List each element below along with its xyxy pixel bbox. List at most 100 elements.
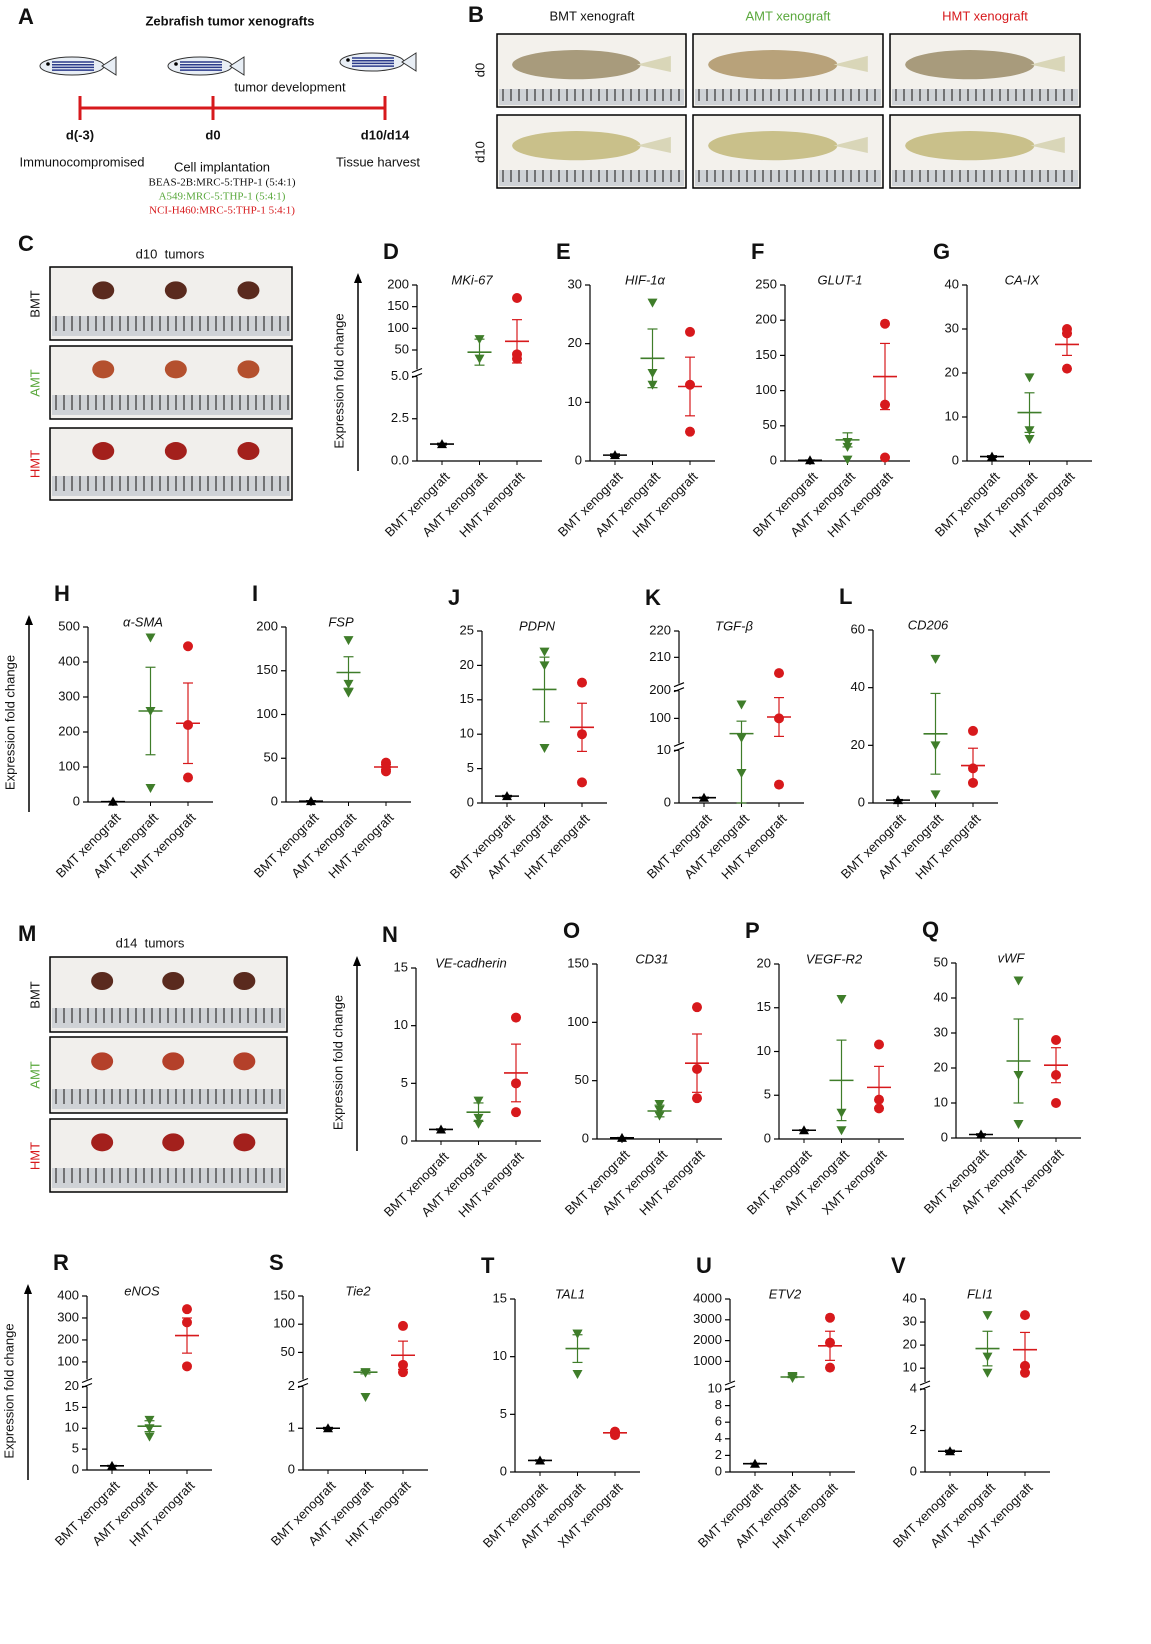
x-tick-label: AMT xenograft	[484, 811, 555, 882]
y-tick-label: 250	[755, 276, 777, 291]
y-tick-label: 200	[58, 723, 80, 738]
x-tick-label: AMT xenograft	[732, 1480, 803, 1551]
y-tick-label: 400	[57, 1287, 79, 1302]
panel-title: d10 tumors	[136, 246, 205, 261]
axis-break	[411, 372, 423, 379]
axis-break	[673, 746, 685, 752]
x-tick-label: AMT xenograft	[787, 469, 858, 540]
event: Tissue harvest	[336, 154, 420, 169]
x-tick-label: AMT xenograft	[418, 1149, 489, 1220]
data-point	[685, 426, 695, 437]
cell-mix: A549:MRC-5:THP-1 (5:4:1)	[159, 191, 286, 203]
y-tick-label: 15	[394, 959, 408, 974]
x-tick-label: HMT xenograft	[127, 810, 199, 882]
data-point	[182, 1304, 192, 1315]
chart-title: FSP	[328, 614, 354, 629]
panel-title: Zebrafish tumor xenografts	[145, 13, 314, 28]
y-tick-label: 3000	[693, 1311, 722, 1326]
x-tick-label: BMT xenograft	[838, 811, 909, 882]
data-point	[930, 790, 941, 800]
x-tick-label: HMT xenograft	[325, 810, 397, 882]
fish-photo	[512, 50, 641, 80]
x-tick-label: AMT xenograft	[305, 1478, 376, 1549]
y-tick-label: 0	[858, 794, 865, 809]
data-point	[144, 1432, 155, 1442]
x-tick-label: XMT xenograft	[555, 1480, 626, 1551]
y-tick-label: 150	[273, 1287, 295, 1302]
y-tick-label: 10	[568, 394, 582, 409]
data-point	[1062, 363, 1072, 374]
panel-letter: S	[269, 1250, 284, 1275]
chart-title: FLI1	[967, 1286, 993, 1301]
tumor	[237, 442, 260, 461]
x-tick-label: HMT xenograft	[995, 1146, 1067, 1218]
x-tick-label: AMT xenograft	[875, 811, 946, 882]
column-title: BMT xenograft	[549, 8, 634, 23]
y-tick-label: 150	[755, 347, 777, 362]
data-point	[183, 772, 193, 783]
y-tick-label: 100	[57, 1353, 79, 1368]
chart-title: Tie2	[345, 1283, 371, 1298]
fish-photo	[708, 131, 838, 161]
row-label: AMT	[27, 369, 42, 397]
fish-photo-tail	[636, 55, 671, 72]
fish-photo-tail	[1030, 136, 1065, 153]
x-tick-label: BMT xenograft	[744, 1147, 815, 1218]
panel-letter: R	[53, 1250, 69, 1275]
y-tick-label: 20	[460, 657, 474, 672]
layout	[39, 33, 1081, 1193]
data-point	[539, 743, 550, 753]
x-tick-label: HMT xenograft	[521, 811, 593, 883]
x-tick-label: AMT xenograft	[89, 1478, 160, 1549]
y-tick-label: 0	[500, 1463, 507, 1478]
panel-letter: D	[383, 239, 399, 264]
cell-mix: NCI-H460:MRC-5:THP-1 5:4:1)	[149, 205, 295, 217]
chart-title: α-SMA	[123, 614, 163, 629]
chart-title: CA-IX	[1005, 272, 1041, 287]
fish-photo-tail	[636, 136, 671, 153]
y-tick-label: 40	[934, 989, 948, 1004]
fish-tail	[229, 56, 245, 76]
data-point	[647, 298, 658, 308]
chart-title: eNOS	[124, 1283, 160, 1298]
axis-break	[919, 1380, 931, 1386]
data-point	[539, 647, 550, 657]
y-tick-label: 10	[394, 1017, 408, 1032]
data-point	[692, 1002, 702, 1013]
y-tick-label: 15	[460, 691, 474, 706]
x-tick-label: XMT xenograft	[819, 1147, 890, 1218]
y-tick-label: 1000	[693, 1353, 722, 1368]
x-tick-label: BMT xenograft	[932, 469, 1003, 540]
panel-letter: Q	[922, 917, 939, 942]
data-point	[774, 779, 784, 790]
x-tick-label: BMT xenograft	[890, 1480, 961, 1551]
event: Immunocompromised	[20, 154, 145, 169]
data-point	[654, 1100, 665, 1109]
data-point	[343, 636, 354, 646]
y-tick-label: 0	[770, 452, 777, 467]
chart-title: MKi-67	[451, 272, 493, 287]
panel-letter: K	[645, 585, 661, 610]
row-label: HMT	[27, 1142, 42, 1170]
fish-tail	[101, 56, 117, 76]
fish-photo	[905, 131, 1035, 161]
tumor	[164, 442, 187, 461]
y-tick-label: 10	[903, 1360, 917, 1375]
fish-icon	[339, 52, 405, 72]
data-point	[572, 1329, 583, 1339]
x-tick-label: HMT xenograft	[126, 1478, 198, 1550]
data-point	[825, 1312, 835, 1323]
x-tick-label: AMT xenograft	[419, 469, 490, 540]
data-point	[511, 1012, 521, 1023]
y-tick-label: 30	[903, 1313, 917, 1328]
panel-letter: A	[18, 4, 34, 29]
x-tick-label: AMT xenograft	[781, 1147, 852, 1218]
fish-photo	[512, 131, 641, 161]
chart-title: CD31	[635, 951, 668, 966]
y-tick-label: 10	[757, 1043, 771, 1058]
y-tick-label: 50	[281, 1344, 295, 1359]
panel-letter: O	[563, 918, 580, 943]
y-tick-label: 50	[264, 750, 278, 765]
y-tick-label: 200	[57, 1331, 79, 1346]
